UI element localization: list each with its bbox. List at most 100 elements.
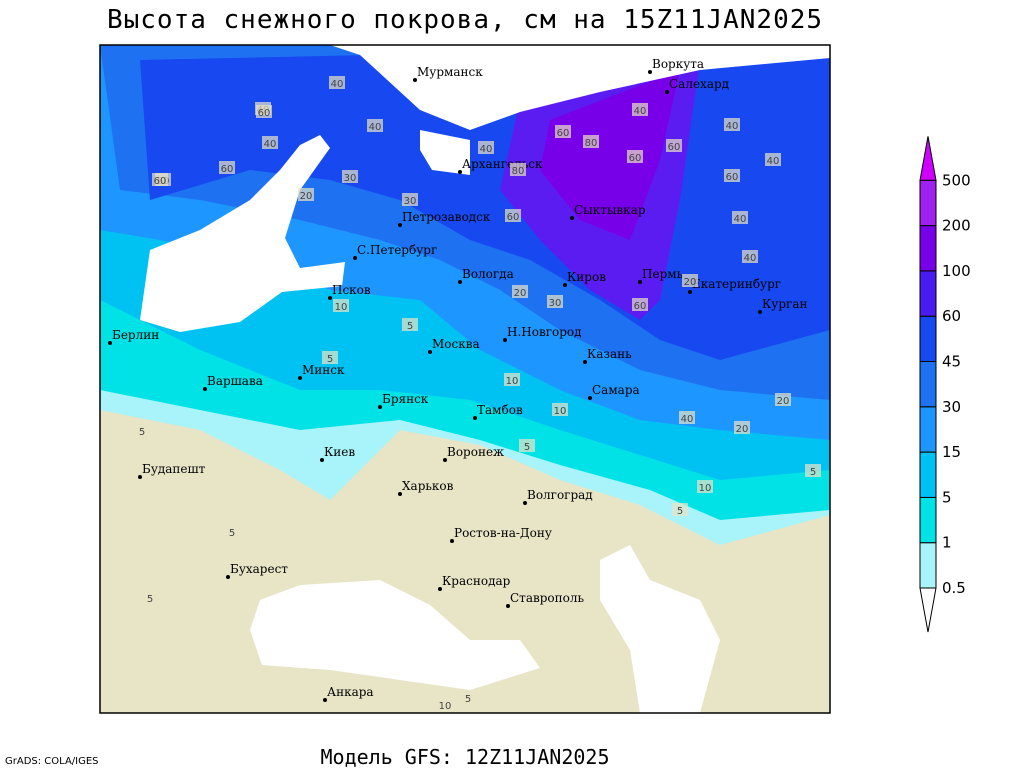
city-label: Архангельск xyxy=(462,157,543,171)
legend-swatch xyxy=(919,136,937,181)
contour-label-bg xyxy=(333,299,349,312)
city-label: Тамбов xyxy=(477,403,523,417)
contour-label-bg xyxy=(402,318,418,331)
contour-label-bg xyxy=(329,76,345,89)
sea xyxy=(250,580,540,690)
sea xyxy=(600,545,720,713)
credit: GrADS: COLA/IGES xyxy=(5,756,99,767)
legend-label: 100 xyxy=(942,262,971,280)
contour-label-bg xyxy=(679,411,695,424)
sea xyxy=(330,45,830,130)
contour-label: 60 xyxy=(634,301,647,312)
contour-label-bg xyxy=(672,503,688,516)
contour-label-bg xyxy=(460,691,476,704)
contour-label-bg xyxy=(632,298,648,311)
contour-label: 80 xyxy=(512,166,525,177)
city-dot xyxy=(353,256,357,260)
city-dot xyxy=(138,475,142,479)
contour-label: 20 xyxy=(684,277,697,288)
footer: Модель GFS: 12Z11JAN2025 xyxy=(321,745,610,768)
legend-swatch xyxy=(919,406,937,453)
city-label: Минск xyxy=(302,363,345,377)
city-dot xyxy=(648,70,652,74)
city-dot xyxy=(226,575,230,579)
contour-label-bg xyxy=(682,274,698,287)
contour-label-bg xyxy=(505,209,521,222)
city-dot xyxy=(398,492,402,496)
contour-label: 60 xyxy=(726,172,739,183)
city-label: Харьков xyxy=(402,479,454,493)
city-dot xyxy=(588,396,592,400)
contour-label-bg xyxy=(298,188,314,201)
contour-label-bg xyxy=(732,211,748,224)
contour-label: 10 xyxy=(699,483,712,494)
city-dot xyxy=(438,587,442,591)
map-frame xyxy=(99,44,831,714)
contour-label-bg xyxy=(142,591,158,604)
legend-label: 1 xyxy=(942,534,952,552)
contour-label-bg xyxy=(724,169,740,182)
city-dot xyxy=(458,170,462,174)
contour-label: 30 xyxy=(404,196,417,207)
contour-label: 5 xyxy=(524,442,530,453)
city-dot xyxy=(378,405,382,409)
contour-label: 40 xyxy=(726,121,739,132)
contour-label: 20 xyxy=(514,288,527,299)
city-label: Самара xyxy=(592,383,640,397)
city-label: Н.Новгород xyxy=(507,325,582,339)
legend-label: 60 xyxy=(942,307,961,325)
contour-label: 80 xyxy=(585,138,598,149)
legend-swatch xyxy=(919,587,937,633)
contour-label-bg xyxy=(342,170,358,183)
contour-label: 5 xyxy=(327,354,333,365)
city-dot xyxy=(758,310,762,314)
contour-label-bg xyxy=(765,153,781,166)
contour-label-bg xyxy=(627,150,643,163)
contour-label-bg xyxy=(552,403,568,416)
contour-label-bg xyxy=(152,173,168,186)
contour-label: 40 xyxy=(767,156,780,167)
city-dot xyxy=(443,458,447,462)
contour-label: 20 xyxy=(736,424,749,435)
contour-label: 60 xyxy=(629,153,642,164)
contour-label-bg xyxy=(504,373,520,386)
contour-label: 5 xyxy=(810,467,816,478)
contour-label-bg xyxy=(322,351,338,364)
contour-label-bg xyxy=(367,119,383,132)
contour-label: 10 xyxy=(554,406,567,417)
city-dot xyxy=(320,458,324,462)
city-label: Екатеринбург xyxy=(692,277,781,291)
contour-label-bg xyxy=(805,464,821,477)
contour-label: 20 xyxy=(300,191,313,202)
city-label: Псков xyxy=(332,283,371,297)
contour-label-bg xyxy=(632,103,648,116)
contour-label: 40 xyxy=(369,122,382,133)
sea xyxy=(140,135,345,332)
contour-label-bg xyxy=(510,163,526,176)
city-dot xyxy=(413,78,417,82)
contour-label: 40 xyxy=(734,214,747,225)
city-dot xyxy=(323,698,327,702)
contour-label-bg xyxy=(583,135,599,148)
city-label: Бухарест xyxy=(230,562,288,576)
title: Высота снежного покрова, см на 15Z11JAN2… xyxy=(107,5,823,35)
contour-label-bg xyxy=(519,439,535,452)
contour-label-bg xyxy=(742,250,758,263)
contour-label: 5 xyxy=(407,321,413,332)
contour-label-bg xyxy=(478,141,494,154)
city-label: Петрозаводск xyxy=(402,210,491,224)
legend-label: 0.5 xyxy=(942,579,966,597)
city-label: Мурманск xyxy=(417,65,483,79)
map: Мурманск Воркута Салехард Архангельск Сыктыв… xyxy=(99,44,831,714)
city-dot xyxy=(688,290,692,294)
legend-label: 15 xyxy=(942,443,961,461)
contour-label-bg xyxy=(437,698,453,711)
contour-label-bg xyxy=(697,480,713,493)
city-dot xyxy=(503,338,507,342)
contour-label: 60 xyxy=(668,142,681,153)
contour-label: 60 xyxy=(221,164,234,175)
city-dot xyxy=(203,387,207,391)
legend-label: 500 xyxy=(942,171,971,189)
